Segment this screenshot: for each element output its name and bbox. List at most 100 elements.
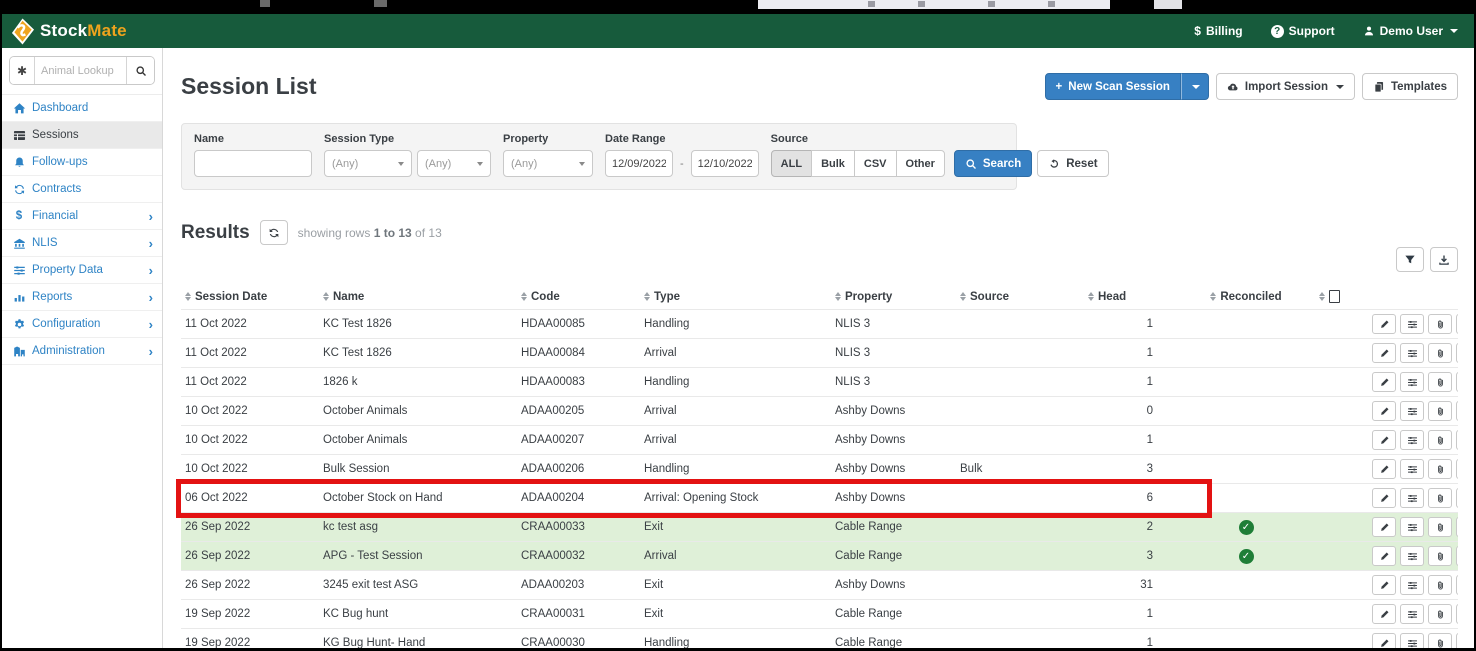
new-scan-session-button[interactable]: + New Scan Session: [1044, 73, 1181, 100]
row-details-button[interactable]: [1400, 517, 1424, 537]
sidebar-item-nlis[interactable]: NLIS ›: [2, 230, 162, 257]
filter-name-input[interactable]: [194, 150, 312, 177]
column-header-notes[interactable]: [1315, 284, 1368, 310]
row-details-button[interactable]: [1400, 314, 1424, 334]
billing-link[interactable]: $ Billing: [1194, 24, 1243, 38]
row-assign-button[interactable]: [1456, 459, 1458, 479]
row-edit-button[interactable]: [1372, 575, 1396, 595]
row-attachments-button[interactable]: [1428, 459, 1452, 479]
reset-button[interactable]: Reset: [1037, 150, 1109, 177]
row-details-button[interactable]: [1400, 430, 1424, 450]
row-attachments-button[interactable]: [1428, 575, 1452, 595]
brand-logo[interactable]: StockMate: [10, 18, 127, 45]
row-attachments-button[interactable]: [1428, 401, 1452, 421]
table-row[interactable]: 10 Oct 2022 Bulk Session ADAA00206 Handling…: [181, 454, 1458, 484]
row-assign-button[interactable]: [1456, 517, 1458, 537]
row-edit-button[interactable]: [1372, 372, 1396, 392]
row-edit-button[interactable]: [1372, 314, 1396, 334]
row-attachments-button[interactable]: [1428, 546, 1452, 566]
table-row[interactable]: 26 Sep 2022 kc test asg CRAA00033 Exit Cable…: [181, 512, 1458, 542]
row-details-button[interactable]: [1400, 343, 1424, 363]
download-button[interactable]: [1430, 247, 1458, 272]
sidebar-item-reports[interactable]: Reports ›: [2, 284, 162, 311]
filter-property-select[interactable]: (Any): [503, 150, 593, 177]
column-header-name[interactable]: Name: [319, 284, 517, 310]
source-option-bulk[interactable]: Bulk: [811, 150, 855, 177]
row-edit-button[interactable]: [1372, 488, 1396, 508]
row-attachments-button[interactable]: [1428, 314, 1452, 334]
row-details-button[interactable]: [1400, 372, 1424, 392]
column-header-property[interactable]: Property: [831, 284, 956, 310]
table-row[interactable]: 10 Oct 2022 October Animals ADAA00205 Arriv…: [181, 396, 1458, 426]
sidebar-item-administration[interactable]: Administration ›: [2, 338, 162, 365]
sidebar-item-financial[interactable]: $ Financial ›: [2, 203, 162, 230]
row-details-button[interactable]: [1400, 459, 1424, 479]
sidebar-item-dashboard[interactable]: Dashboard: [2, 95, 162, 122]
table-row[interactable]: 26 Sep 2022 3245 exit test ASG ADAA00203 Ex…: [181, 570, 1458, 600]
table-row[interactable]: 11 Oct 2022 KC Test 1826 HDAA00084 Arrival N…: [181, 338, 1458, 368]
row-assign-button[interactable]: [1456, 343, 1458, 363]
row-edit-button[interactable]: [1372, 517, 1396, 537]
row-assign-button[interactable]: [1456, 430, 1458, 450]
filter-session-subtype-select[interactable]: (Any): [417, 150, 491, 177]
import-session-button[interactable]: Import Session: [1215, 73, 1355, 100]
row-attachments-button[interactable]: [1428, 430, 1452, 450]
row-attachments-button[interactable]: [1428, 343, 1452, 363]
table-row[interactable]: 11 Oct 2022 1826 k HDAA00083 Handling NLIS 3…: [181, 367, 1458, 397]
sidebar-item-sessions[interactable]: Sessions: [2, 122, 162, 149]
column-header-source[interactable]: Source: [956, 284, 1084, 310]
templates-button[interactable]: Templates: [1361, 73, 1458, 100]
search-button[interactable]: Search: [953, 150, 1033, 177]
row-details-button[interactable]: [1400, 488, 1424, 508]
row-assign-button[interactable]: [1456, 604, 1458, 624]
sidebar-item-configuration[interactable]: Configuration ›: [2, 311, 162, 338]
row-attachments-button[interactable]: [1428, 488, 1452, 508]
table-row[interactable]: 19 Sep 2022 KC Bug hunt CRAA00031 Exit Cable…: [181, 599, 1458, 629]
row-attachments-button[interactable]: [1428, 517, 1452, 537]
table-row[interactable]: 10 Oct 2022 October Animals ADAA00207 Arriv…: [181, 425, 1458, 455]
filter-session-type-select[interactable]: (Any): [324, 150, 412, 177]
row-edit-button[interactable]: [1372, 430, 1396, 450]
column-header-code[interactable]: Code: [517, 284, 640, 310]
row-attachments-button[interactable]: [1428, 372, 1452, 392]
source-option-all[interactable]: ALL: [770, 150, 813, 177]
table-row[interactable]: 11 Oct 2022 KC Test 1826 HDAA00085 Handling…: [181, 309, 1458, 339]
column-header-reconciled[interactable]: Reconciled: [1177, 284, 1315, 310]
column-header-type[interactable]: Type: [640, 284, 831, 310]
sidebar-item-property-data[interactable]: Property Data ›: [2, 257, 162, 284]
column-header-head[interactable]: Head: [1084, 284, 1177, 310]
column-header-session-date[interactable]: Session Date: [181, 284, 319, 310]
row-edit-button[interactable]: [1372, 604, 1396, 624]
row-assign-button[interactable]: [1456, 488, 1458, 508]
row-assign-button[interactable]: [1456, 401, 1458, 421]
row-assign-button[interactable]: [1456, 575, 1458, 595]
table-row[interactable]: 06 Oct 2022 October Stock on Hand ADAA0020…: [181, 483, 1458, 513]
row-details-button[interactable]: [1400, 546, 1424, 566]
row-details-button[interactable]: [1400, 633, 1424, 648]
row-details-button[interactable]: [1400, 575, 1424, 595]
filter-button[interactable]: [1396, 247, 1424, 272]
date-from-input[interactable]: [605, 150, 673, 177]
table-row[interactable]: 19 Sep 2022 KG Bug Hunt- Hand CRAA00030 Han…: [181, 628, 1458, 648]
new-scan-session-dropdown[interactable]: [1180, 73, 1209, 100]
row-edit-button[interactable]: [1372, 459, 1396, 479]
row-details-button[interactable]: [1400, 604, 1424, 624]
row-edit-button[interactable]: [1372, 633, 1396, 648]
row-assign-button[interactable]: [1456, 372, 1458, 392]
table-row[interactable]: 26 Sep 2022 APG - Test Session CRAA00032 Ar…: [181, 541, 1458, 571]
row-assign-button[interactable]: [1456, 546, 1458, 566]
row-attachments-button[interactable]: [1428, 633, 1452, 648]
source-option-csv[interactable]: CSV: [853, 150, 897, 177]
date-to-input[interactable]: [690, 150, 759, 177]
row-edit-button[interactable]: [1372, 343, 1396, 363]
row-edit-button[interactable]: [1372, 546, 1396, 566]
animal-lookup-search-button[interactable]: [126, 57, 154, 84]
user-menu[interactable]: Demo User: [1363, 24, 1458, 38]
support-link[interactable]: ? Support: [1270, 24, 1335, 38]
sidebar-item-contracts[interactable]: Contracts: [2, 176, 162, 203]
row-attachments-button[interactable]: [1428, 604, 1452, 624]
source-option-other[interactable]: Other: [895, 150, 945, 177]
refresh-button[interactable]: [259, 220, 288, 245]
animal-lookup-input[interactable]: [35, 57, 126, 84]
row-assign-button[interactable]: [1456, 633, 1458, 648]
